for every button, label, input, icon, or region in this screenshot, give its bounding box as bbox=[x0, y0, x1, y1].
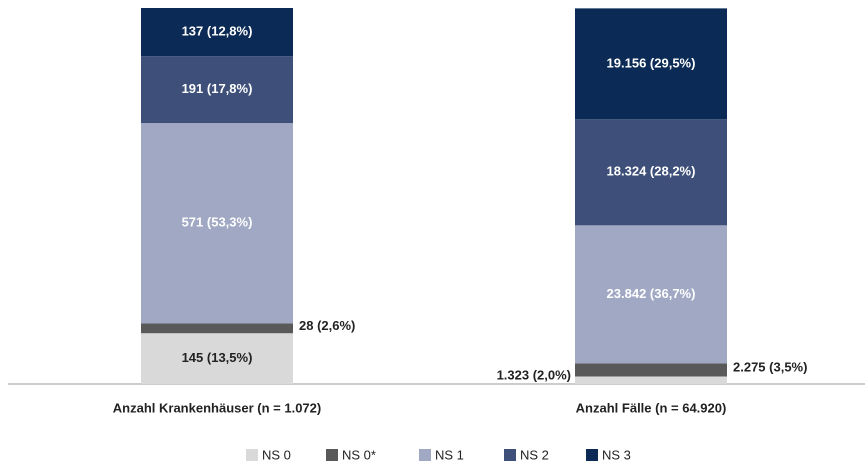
bar-segment bbox=[575, 376, 727, 384]
legend-swatch bbox=[419, 449, 431, 461]
data-label: 145 (13,5%) bbox=[182, 350, 253, 365]
legend-swatch bbox=[246, 449, 258, 461]
data-label: 191 (17,8%) bbox=[182, 81, 253, 96]
data-label: 1.323 (2,0%) bbox=[497, 368, 571, 383]
bar-segment bbox=[575, 363, 727, 377]
data-label: 571 (53,3%) bbox=[182, 215, 253, 230]
legend-label: NS 0* bbox=[342, 447, 376, 462]
bar-segment bbox=[141, 323, 293, 334]
data-label: 23.842 (36,7%) bbox=[607, 286, 696, 301]
data-label: 19.156 (29,5%) bbox=[607, 55, 696, 70]
data-label: 2.275 (3,5%) bbox=[733, 359, 807, 374]
data-label: 28 (2,6%) bbox=[299, 318, 355, 333]
bar-segment bbox=[141, 333, 293, 384]
x-tick-label: Anzahl Fälle (n = 64.920) bbox=[576, 400, 727, 415]
legend-label: NS 1 bbox=[435, 447, 464, 462]
legend-label: NS 2 bbox=[520, 447, 549, 462]
bar-segment bbox=[575, 225, 727, 364]
data-label: 137 (12,8%) bbox=[182, 24, 253, 39]
bar-segment bbox=[575, 8, 727, 120]
legend-swatch bbox=[326, 449, 338, 461]
x-tick-label: Anzahl Krankenhäuser (n = 1.072) bbox=[113, 400, 321, 415]
legend-label: NS 0 bbox=[262, 447, 291, 462]
legend-swatch bbox=[504, 449, 516, 461]
bar-segment bbox=[141, 123, 293, 324]
bar-segment bbox=[141, 8, 293, 57]
bar-segment bbox=[575, 119, 727, 226]
legend-label: NS 3 bbox=[602, 447, 631, 462]
bar-segment bbox=[141, 56, 293, 124]
legend-swatch bbox=[586, 449, 598, 461]
data-label: 18.324 (28,2%) bbox=[607, 164, 696, 179]
